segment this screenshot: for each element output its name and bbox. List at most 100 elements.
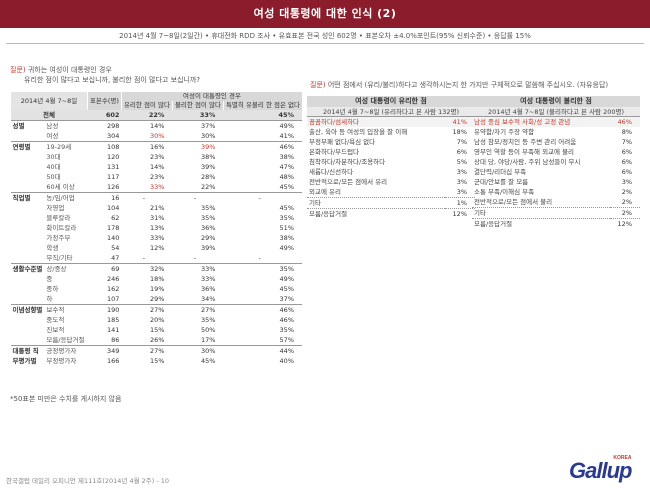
list-item: 출산, 육아 등 여성의 입장을 잘 이해 18% — [307, 127, 475, 137]
row-advantage: 26% — [149, 336, 165, 344]
question-2: 질문) 어떤 점에서 (유리/불리)하다고 생각하시는지 한 가지만 구체적으로… — [310, 80, 650, 90]
row-advantage: 12% — [149, 244, 165, 252]
row-subgroup: 남성 — [44, 120, 88, 131]
table-row: 여성 304 30% 30% 41% — [11, 131, 303, 142]
row-disadvantage: 38% — [200, 153, 216, 161]
list-item: 온화하다/부드럽다 6% — [307, 147, 475, 157]
row-neutral: 44% — [223, 345, 302, 356]
row-neutral: 38% — [279, 153, 294, 161]
row-neutral: 46% — [223, 141, 302, 152]
list-item: 남성 중심 보수적 사회/성 고정 관념 46% — [472, 117, 640, 127]
row-advantage: 14% — [149, 163, 165, 171]
table-row: 50대 117 23% 28% 48% — [11, 172, 303, 182]
disadvantages-title: 여성 대통령이 불리한 점 — [472, 96, 640, 107]
row-n: 62 — [111, 214, 120, 222]
table-note: *50표본 미만은 수치를 게시하지 않음 — [10, 395, 122, 403]
total-disadvantage: 33% — [172, 110, 224, 121]
reason-label: 유약함/자기 주장 약함 — [474, 128, 535, 136]
row-advantage: 18% — [149, 275, 165, 283]
list-item: 군대/안보를 잘 모름 3% — [472, 177, 640, 187]
row-neutral: 41% — [279, 132, 294, 140]
row-neutral: 45% — [279, 204, 294, 212]
row-disadvantage: 27% — [172, 304, 224, 315]
row-disadvantage: 30% — [200, 132, 216, 140]
row-n: 86 — [111, 336, 120, 344]
reason-label: 남성 참모/정치인 등 주변 관리 어려움 — [474, 138, 577, 146]
row-disadvantage: 39% — [172, 141, 224, 152]
survey-subtitle: 2014년 4월 7~8일(2일간) • 휴대전화 RDD 조사 • 유효표본 … — [119, 32, 531, 40]
row-neutral: 38% — [279, 234, 294, 242]
reason-pct: 5% — [456, 158, 467, 166]
row-n: 126 — [107, 183, 120, 191]
table-n-header: 표본수(명) — [86, 92, 122, 110]
row-n: 120 — [107, 153, 120, 161]
row-subgroup: 학생 — [46, 244, 59, 252]
row-disadvantage: 28% — [200, 173, 216, 181]
reason-label: 영부인 역할 등이 부족해 외교에 불리 — [474, 148, 575, 156]
row-advantage: 23% — [149, 173, 165, 181]
reason-pct: 6% — [621, 148, 632, 156]
header-divider — [6, 43, 644, 44]
row-disadvantage: 22% — [200, 183, 216, 191]
table-row: 학생 54 12% 39% 49% — [11, 243, 303, 253]
group-label: 연령별 — [10, 141, 45, 193]
row-disadvantage: 36% — [200, 224, 216, 232]
row-neutral: 49% — [279, 275, 294, 283]
row-advantage: 30% — [149, 132, 165, 140]
group-label: 직업별 — [10, 192, 45, 264]
logo-text: Gallup — [569, 458, 632, 483]
row-subgroup: 50대 — [46, 173, 61, 181]
row-n: 69 — [87, 263, 122, 274]
row-neutral: 47% — [279, 163, 294, 171]
table-row: 중 246 18% 33% 49% — [11, 274, 303, 284]
list-item: 모름/응답거절 12% — [472, 218, 640, 229]
row-neutral: 51% — [279, 224, 294, 232]
table-date-header: 2014년 4월 7~8일 — [10, 92, 88, 110]
row-n: 190 — [87, 304, 122, 315]
row-subgroup: 화이트칼라 — [46, 224, 77, 232]
table-group-header: 여성이 대통령인 경우 — [120, 92, 302, 101]
table-row: 연령별 19-29세 108 16% 39% 46% — [10, 141, 302, 193]
table-row: 무직/기타 47 - - - — [11, 253, 303, 264]
reason-pct: 1% — [445, 197, 475, 209]
row-advantage: 21% — [149, 204, 165, 212]
table-row: 중하 162 19% 36% 45% — [11, 284, 303, 294]
list-item: 꼼꼼하다/섬세하다 41% — [307, 117, 475, 127]
row-subgroup: 하 — [46, 295, 53, 303]
reason-pct: 3% — [621, 178, 632, 186]
row-disadvantage: 33% — [200, 275, 216, 283]
list-item: 유약함/자기 주장 약함 8% — [472, 127, 640, 137]
row-advantage: 15% — [149, 326, 165, 334]
row-subgroup: 농/임/어업 — [44, 192, 88, 203]
row-neutral: 35% — [279, 214, 294, 222]
row-n: 117 — [107, 173, 120, 181]
row-advantage: 23% — [149, 153, 165, 161]
reason-label: 전반적으로/모든 점에서 유리 — [309, 178, 388, 186]
row-n: 131 — [107, 163, 120, 171]
row-neutral: 40% — [279, 357, 294, 365]
col-disadvantage-header: 불리한 점이 많다 — [171, 101, 224, 110]
total-neutral: 45% — [223, 110, 302, 121]
footer-text: 한국갤럽 데일리 오피니언 제111호(2014년 4월 2주) - 10 — [6, 477, 170, 485]
row-subgroup: 모름/응답거절 — [46, 336, 85, 344]
row-n: 166 — [107, 357, 120, 365]
question-2-text: 어떤 점에서 (유리/불리)하다고 생각하시는지 한 가지만 구체적으로 말씀해… — [327, 81, 609, 89]
row-n: 185 — [107, 316, 120, 324]
table-row: 블루칼라 62 31% 35% 35% — [11, 213, 303, 223]
total-advantage: 22% — [121, 110, 173, 121]
row-disadvantage: 33% — [172, 263, 224, 274]
row-subgroup: 자영업 — [46, 204, 65, 212]
row-neutral: 57% — [279, 336, 294, 344]
list-item: 전반적으로/모든 점에서 유리 3% — [307, 177, 475, 187]
table-row-total: 전체 602 22% 33% 45% — [10, 110, 302, 121]
list-item: 남성 참모/정치인 등 주변 관리 어려움 7% — [472, 137, 640, 147]
row-n: 16 — [87, 192, 122, 203]
row-subgroup: 40대 — [46, 163, 61, 171]
reason-label: 기타 — [307, 197, 445, 209]
list-item: 외교에 유리 3% — [307, 187, 475, 198]
row-disadvantage: 39% — [200, 163, 216, 171]
reason-label: 남성 중심 보수적 사회/성 고정 관념 — [472, 117, 610, 127]
group-label: 이념성향별 — [10, 304, 45, 346]
row-disadvantage: 37% — [172, 120, 224, 131]
table-row: 모름/응답거절 86 26% 17% 57% — [11, 335, 303, 346]
